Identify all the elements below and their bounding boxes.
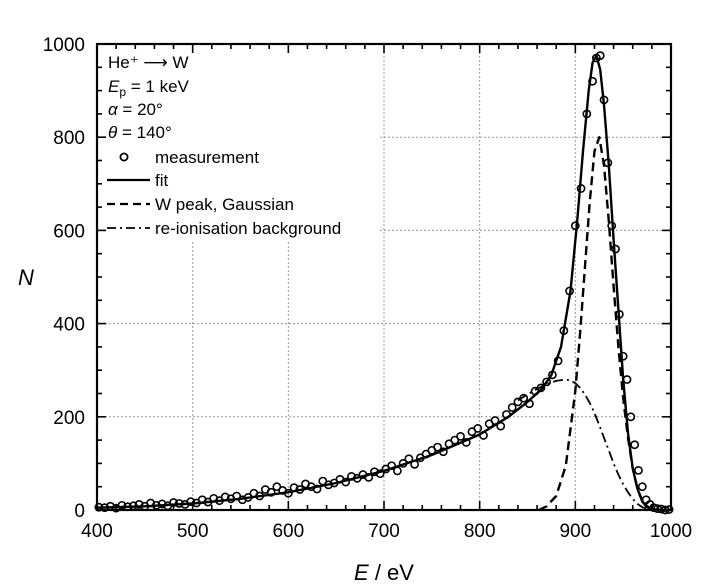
measurement-point xyxy=(364,472,374,482)
y-tick-label: 1000 xyxy=(43,35,85,56)
annotation-reaction: He⁺ ⟶ W xyxy=(108,53,189,72)
measurement-point xyxy=(347,472,356,481)
measurement-point xyxy=(461,438,471,447)
measurement-point xyxy=(622,375,632,384)
measurement-point xyxy=(525,399,534,409)
measurement-point xyxy=(542,377,552,387)
measurement-point xyxy=(387,461,397,471)
series-w-peak-gaussian xyxy=(538,136,662,512)
legend-label-background: re-ionisation background xyxy=(155,219,341,238)
measurement-point xyxy=(157,499,167,509)
measurement-point xyxy=(220,492,230,502)
annotation-theta: θ = 140° xyxy=(108,123,172,142)
measurement-point xyxy=(134,500,144,509)
x-tick-label: 400 xyxy=(81,521,113,542)
x-tick-label: 800 xyxy=(464,521,496,542)
measurement-point xyxy=(626,412,636,422)
y-tick-label: 200 xyxy=(53,408,85,429)
measurement-point xyxy=(341,477,351,487)
measurement-point xyxy=(536,383,546,393)
measurement-point xyxy=(375,469,385,479)
measurement-point xyxy=(410,459,420,469)
measurement-point xyxy=(392,466,402,476)
measurement-point xyxy=(255,491,265,501)
measurement-point xyxy=(312,484,322,494)
measurement-point xyxy=(618,351,628,361)
x-tick-label: 500 xyxy=(177,521,209,542)
measurement-point xyxy=(547,370,557,380)
measurement-point xyxy=(283,488,293,498)
measurement-point xyxy=(243,493,253,502)
measurement-point xyxy=(611,244,620,254)
measurement-point xyxy=(479,431,488,440)
x-tick-label: 600 xyxy=(272,521,304,542)
measurement-point xyxy=(266,487,276,497)
tick-labels: 400 500 600 700 800 900 1000 0 200 400 600 800 1000 xyxy=(43,35,692,542)
measurement-point xyxy=(559,326,569,335)
x-tick-label: 1000 xyxy=(650,521,692,542)
measurement-point xyxy=(169,498,178,507)
measurement-point xyxy=(507,403,517,412)
annotation-energy: Ep = 1 keV xyxy=(108,77,190,99)
legend-label-gaussian: W peak, Gaussian xyxy=(155,195,294,214)
measurement-point xyxy=(496,421,506,431)
measurement-point xyxy=(576,184,586,193)
annotation-alpha: α = 20° xyxy=(108,100,163,119)
measurement-point xyxy=(637,482,647,492)
measurement-point xyxy=(599,95,609,105)
legend-label-measurement: measurement xyxy=(155,148,259,167)
y-tick-label: 0 xyxy=(74,501,85,522)
measurement-point xyxy=(456,431,465,441)
series-re-ionisation-background xyxy=(517,378,653,511)
x-axis-label: E / eV xyxy=(354,560,414,585)
x-tick-label: 900 xyxy=(559,521,591,542)
measurement-point xyxy=(582,109,592,119)
measurement-point xyxy=(370,467,379,477)
y-tick-label: 800 xyxy=(53,128,85,149)
measurement-point xyxy=(438,447,448,457)
measurement-point xyxy=(630,440,640,450)
measurement-point xyxy=(404,454,414,464)
legend-symbol-measurement xyxy=(119,152,129,162)
measurement-point xyxy=(553,356,563,366)
measurement-point xyxy=(502,410,511,419)
measurement-point xyxy=(433,442,442,452)
measurement-point xyxy=(588,76,597,86)
measurement-point xyxy=(519,393,529,403)
measurement-point xyxy=(614,309,624,319)
measurement-point xyxy=(398,458,408,468)
legend: measurement fit W peak, Gaussian re-ioni… xyxy=(107,148,341,238)
measurement-point xyxy=(490,416,500,425)
y-axis-label: N xyxy=(18,265,34,290)
legend-label-fit: fit xyxy=(155,171,169,190)
measurement-points xyxy=(94,51,674,515)
measurement-point xyxy=(186,497,196,507)
y-tick-label: 400 xyxy=(53,315,85,336)
measurement-point xyxy=(570,221,580,231)
measurement-point xyxy=(295,485,305,494)
y-tick-label: 600 xyxy=(53,221,85,242)
measurement-point xyxy=(634,465,643,475)
measurement-point xyxy=(289,483,299,493)
x-tick-label: 700 xyxy=(368,521,400,542)
measurement-point xyxy=(473,424,483,433)
measurement-point xyxy=(565,286,574,296)
measurement-point xyxy=(100,503,110,513)
measurement-point xyxy=(603,158,613,168)
measurement-point xyxy=(324,480,333,490)
plot-frame xyxy=(95,42,673,512)
annotation-block: He⁺ ⟶ W Ep = 1 keV α = 20° θ = 140° xyxy=(108,53,190,142)
measurement-point xyxy=(174,499,184,508)
measurement-point xyxy=(595,51,605,61)
measurement-point xyxy=(607,221,617,231)
